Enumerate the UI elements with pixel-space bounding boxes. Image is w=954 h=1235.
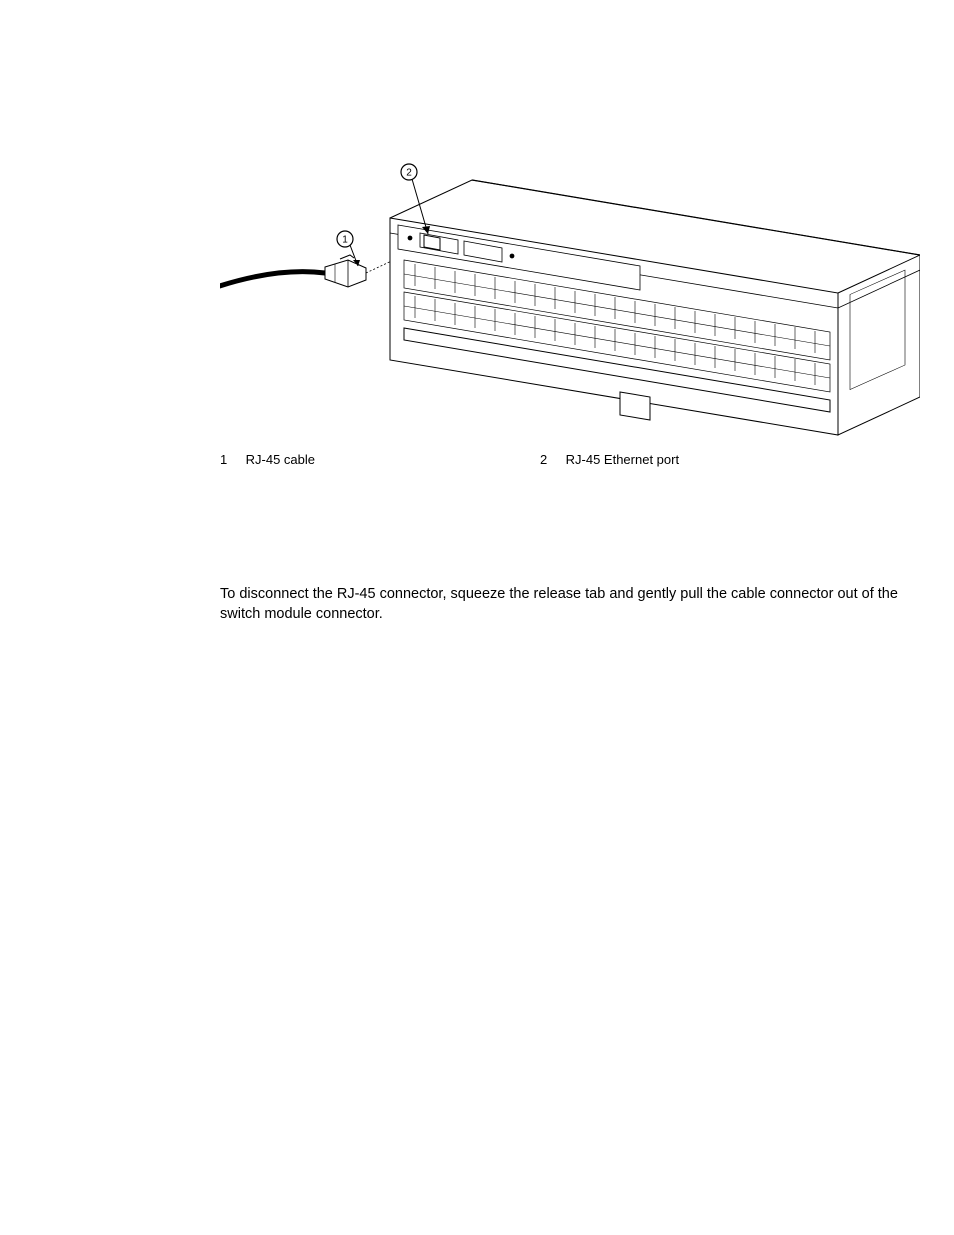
legend-2-label: RJ-45 Ethernet port — [566, 452, 679, 467]
switch-diagram: 1 2 — [220, 160, 920, 450]
legend-1-num: 1 — [220, 452, 242, 467]
callout-2-number: 2 — [406, 168, 412, 179]
callout-1-number: 1 — [342, 235, 348, 246]
body-paragraph: To disconnect the RJ-45 connector, squee… — [220, 584, 910, 625]
legend-2-num: 2 — [540, 452, 562, 467]
legend-item-1: 1 RJ-45 cable — [220, 452, 315, 467]
document-page: 1 2 1 RJ-45 cable 2 RJ-45 Ethernet port … — [0, 0, 954, 1235]
legend-1-label: RJ-45 cable — [246, 452, 315, 467]
legend-item-2: 2 RJ-45 Ethernet port — [540, 452, 679, 467]
figure: 1 2 — [220, 160, 920, 450]
